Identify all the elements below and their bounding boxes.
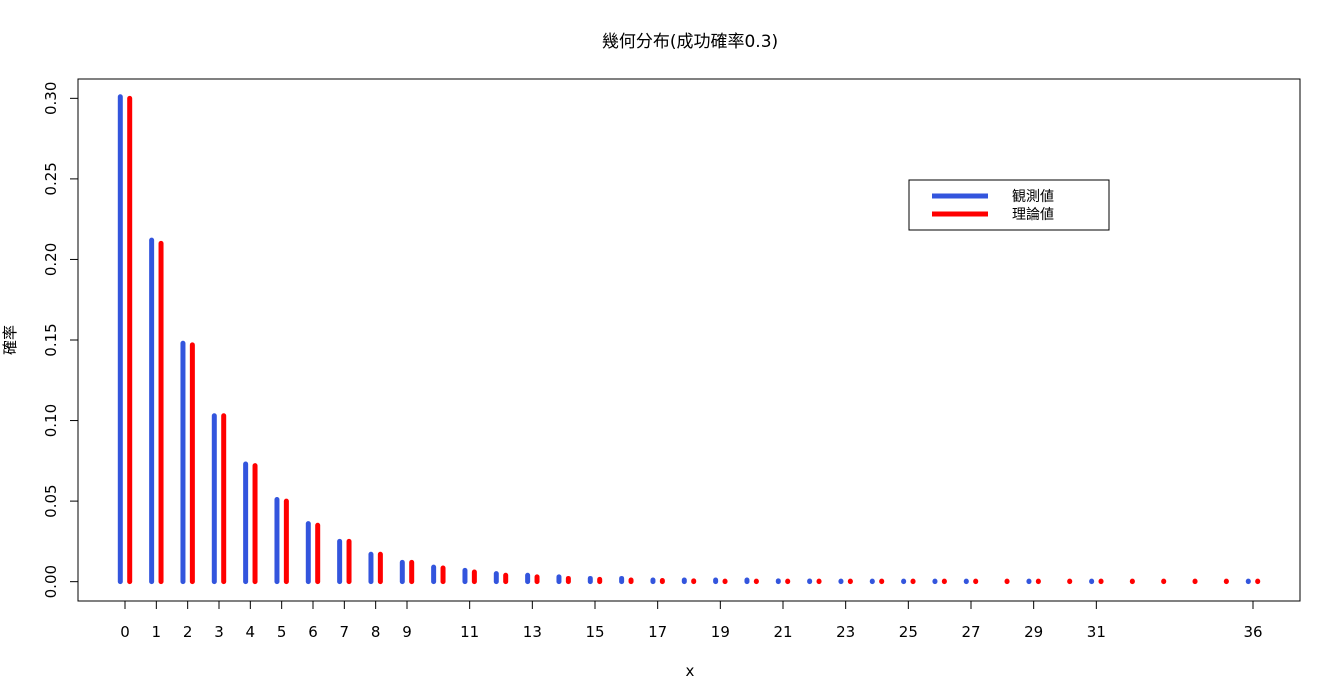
y-tick-label: 0.15 bbox=[42, 323, 60, 356]
x-tick-label: 13 bbox=[523, 623, 542, 641]
legend: 観測値 理論値 bbox=[908, 179, 1110, 231]
x-tick-label: 7 bbox=[340, 623, 350, 641]
x-tick-label: 19 bbox=[711, 623, 730, 641]
x-tick-label: 2 bbox=[183, 623, 193, 641]
x-tick-label: 23 bbox=[836, 623, 855, 641]
chart-title: 幾何分布(成功確率0.3) bbox=[602, 32, 778, 52]
y-tick-label: 0.10 bbox=[42, 404, 60, 437]
y-tick-label: 0.30 bbox=[42, 82, 60, 115]
legend-box bbox=[908, 179, 1110, 231]
x-tick-label: 29 bbox=[1024, 623, 1043, 641]
x-tick-label: 6 bbox=[308, 623, 318, 641]
x-axis: 0 1 2 3 4 5 6 7 8 9 11 13 15 17 19 21 23 25 27 29 31 36 bbox=[120, 600, 1263, 641]
bars-layer bbox=[117, 94, 1261, 585]
x-tick-label: 0 bbox=[120, 623, 130, 641]
x-tick-label: 27 bbox=[961, 623, 980, 641]
x-tick-label: 1 bbox=[152, 623, 162, 641]
x-tick-label: 8 bbox=[371, 623, 381, 641]
x-tick-label: 9 bbox=[402, 623, 412, 641]
y-tick-label: 0.25 bbox=[42, 162, 60, 195]
x-tick-label: 3 bbox=[214, 623, 224, 641]
x-tick-label: 36 bbox=[1243, 623, 1262, 641]
x-tick-label: 31 bbox=[1087, 623, 1106, 641]
y-axis-label: 確率 bbox=[1, 325, 19, 355]
x-tick-label: 15 bbox=[585, 623, 604, 641]
x-tick-label: 11 bbox=[460, 623, 479, 641]
x-tick-label: 17 bbox=[648, 623, 667, 641]
y-tick-label: 0.00 bbox=[42, 565, 60, 598]
x-axis-label: x bbox=[686, 662, 695, 680]
legend-label-theoretical: 理論値 bbox=[1012, 207, 1054, 223]
x-tick-label: 21 bbox=[773, 623, 792, 641]
y-tick-label: 0.20 bbox=[42, 243, 60, 276]
y-tick-label: 0.05 bbox=[42, 484, 60, 517]
x-tick-label: 25 bbox=[899, 623, 918, 641]
legend-label-observed: 観測値 bbox=[1012, 188, 1054, 205]
plot-frame bbox=[77, 78, 1301, 602]
x-tick-label: 4 bbox=[246, 623, 256, 641]
x-tick-label: 5 bbox=[277, 623, 287, 641]
y-axis: 0.00 0.05 0.10 0.15 0.20 0.25 0.30 bbox=[42, 82, 79, 598]
